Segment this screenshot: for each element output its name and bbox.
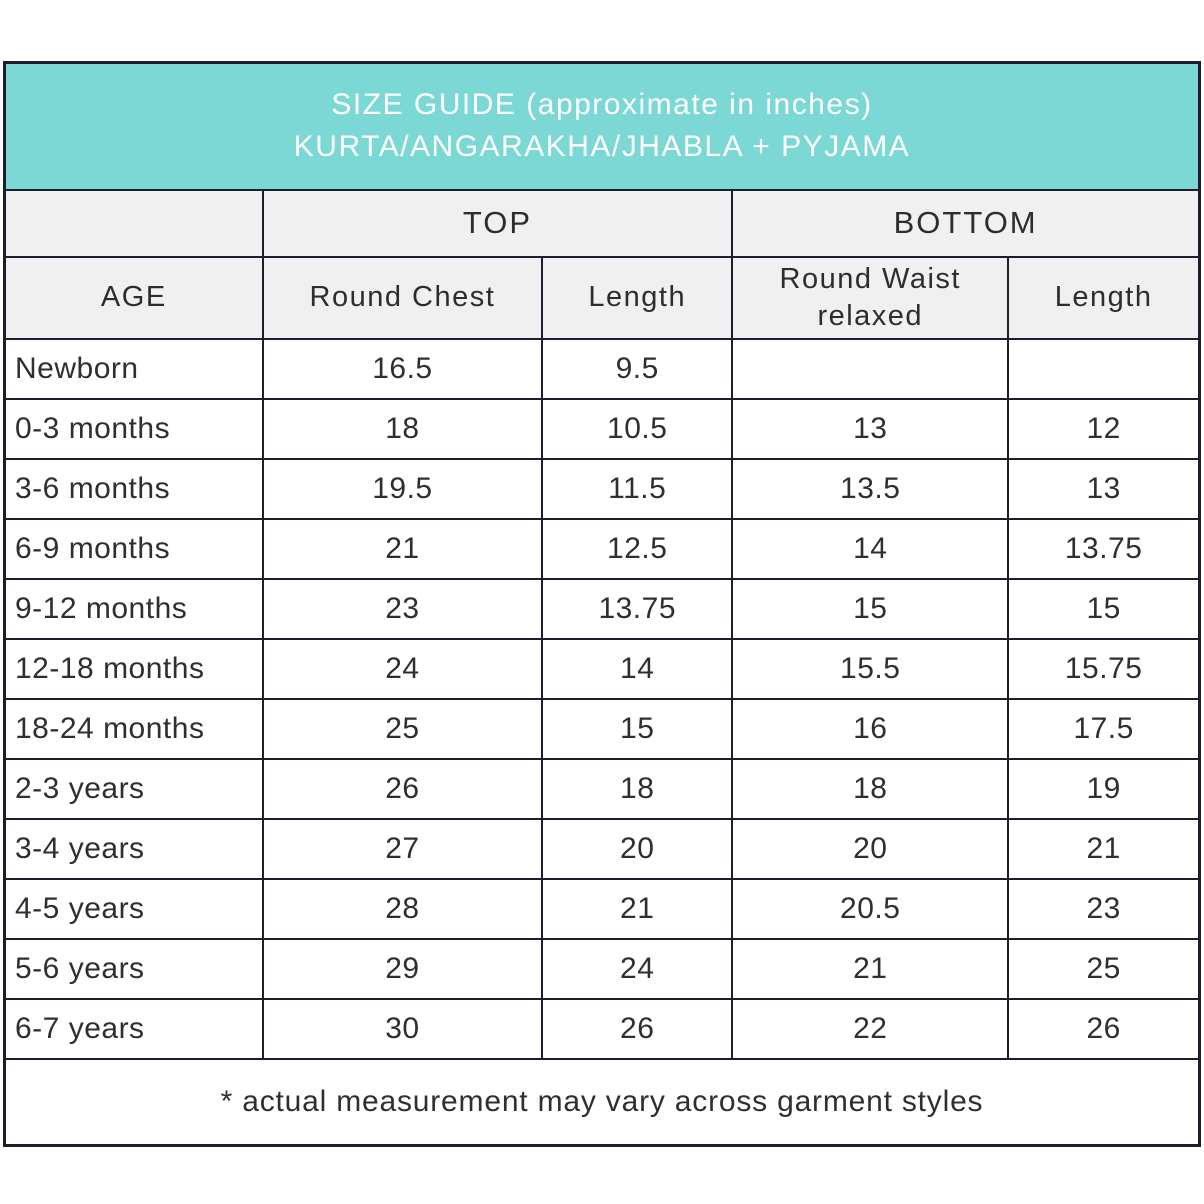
round-waist-cell: 20 (731, 817, 1010, 880)
top-length-cell: 18 (541, 757, 734, 820)
round-chest-cell: 24 (261, 637, 544, 700)
bottom-length-cell: 17.5 (1007, 697, 1201, 760)
table-row: 4-5 years 28 21 20.5 23 (3, 877, 1201, 940)
round-waist-cell: 13.5 (731, 457, 1010, 520)
bottom-length-cell: 26 (1007, 997, 1201, 1060)
table-row: 2-3 years 26 18 18 19 (3, 757, 1201, 820)
bottom-length-cell: 19 (1007, 757, 1201, 820)
column-header-top-length: Length (541, 255, 734, 340)
round-chest-cell: 30 (261, 997, 544, 1060)
round-chest-cell: 21 (261, 517, 544, 580)
size-guide-page: SIZE GUIDE (approximate in inches) KURTA… (3, 61, 1201, 1147)
round-chest-cell: 18 (261, 397, 544, 460)
footnote-row: * actual measurement may vary across gar… (3, 1057, 1201, 1147)
age-cell: 0-3 months (3, 397, 264, 460)
top-length-cell: 21 (541, 877, 734, 940)
column-header-round-waist: Round Waist relaxed (731, 255, 1010, 340)
table-row: Newborn 16.5 9.5 (3, 337, 1201, 400)
top-length-cell: 14 (541, 637, 734, 700)
age-cell: 9-12 months (3, 577, 264, 640)
table-row: 0-3 months 18 10.5 13 12 (3, 397, 1201, 460)
top-length-cell: 26 (541, 997, 734, 1060)
round-waist-cell: 15.5 (731, 637, 1010, 700)
round-waist-cell: 16 (731, 697, 1010, 760)
top-length-cell: 13.75 (541, 577, 734, 640)
round-waist-cell: 15 (731, 577, 1010, 640)
age-cell: 3-4 years (3, 817, 264, 880)
group-header-row: TOP BOTTOM (3, 188, 1201, 258)
column-header-bottom-length: Length (1007, 255, 1201, 340)
bottom-length-cell: 15.75 (1007, 637, 1201, 700)
round-waist-cell: 21 (731, 937, 1010, 1000)
age-cell: 6-9 months (3, 517, 264, 580)
group-header-bottom: BOTTOM (731, 188, 1201, 258)
top-length-cell: 9.5 (541, 337, 734, 400)
round-waist-cell: 14 (731, 517, 1010, 580)
table-row: 3-4 years 27 20 20 21 (3, 817, 1201, 880)
age-cell: 6-7 years (3, 997, 264, 1060)
round-chest-cell: 29 (261, 937, 544, 1000)
table-row: 9-12 months 23 13.75 15 15 (3, 577, 1201, 640)
round-waist-cell: 18 (731, 757, 1010, 820)
top-length-cell: 15 (541, 697, 734, 760)
round-chest-cell: 19.5 (261, 457, 544, 520)
round-waist-cell: 20.5 (731, 877, 1010, 940)
table-title: SIZE GUIDE (approximate in inches) KURTA… (3, 61, 1201, 191)
round-chest-cell: 27 (261, 817, 544, 880)
top-length-cell: 11.5 (541, 457, 734, 520)
title-line-2: KURTA/ANGARAKHA/JHABLA + PYJAMA (293, 130, 911, 164)
bottom-length-cell: 13 (1007, 457, 1201, 520)
top-length-cell: 24 (541, 937, 734, 1000)
table-row: 6-9 months 21 12.5 14 13.75 (3, 517, 1201, 580)
group-header-age-spacer (3, 188, 264, 258)
round-chest-cell: 25 (261, 697, 544, 760)
column-header-round-chest: Round Chest (261, 255, 544, 340)
title-row: SIZE GUIDE (approximate in inches) KURTA… (3, 61, 1201, 191)
top-length-cell: 10.5 (541, 397, 734, 460)
bottom-length-cell: 12 (1007, 397, 1201, 460)
top-length-cell: 20 (541, 817, 734, 880)
age-cell: 4-5 years (3, 877, 264, 940)
round-chest-cell: 28 (261, 877, 544, 940)
footnote: * actual measurement may vary across gar… (3, 1057, 1201, 1147)
round-waist-cell (731, 337, 1010, 400)
column-header-row: AGE Round Chest Length Round Waist relax… (3, 255, 1201, 340)
bottom-length-cell: 15 (1007, 577, 1201, 640)
column-header-age: AGE (3, 255, 264, 340)
round-waist-cell: 13 (731, 397, 1010, 460)
age-cell: 3-6 months (3, 457, 264, 520)
round-waist-label: Round Waist relaxed (779, 262, 961, 332)
bottom-length-cell: 23 (1007, 877, 1201, 940)
table-row: 5-6 years 29 24 21 25 (3, 937, 1201, 1000)
top-length-cell: 12.5 (541, 517, 734, 580)
age-cell: 18-24 months (3, 697, 264, 760)
group-header-top: TOP (261, 188, 734, 258)
bottom-length-cell: 25 (1007, 937, 1201, 1000)
round-chest-cell: 26 (261, 757, 544, 820)
age-cell: 12-18 months (3, 637, 264, 700)
table-row: 18-24 months 25 15 16 17.5 (3, 697, 1201, 760)
title-line-1: SIZE GUIDE (approximate in inches) (331, 88, 873, 122)
table-row: 12-18 months 24 14 15.5 15.75 (3, 637, 1201, 700)
age-cell: 2-3 years (3, 757, 264, 820)
table-row: 6-7 years 30 26 22 26 (3, 997, 1201, 1060)
age-cell: Newborn (3, 337, 264, 400)
round-chest-cell: 23 (261, 577, 544, 640)
round-waist-cell: 22 (731, 997, 1010, 1060)
size-guide-table: SIZE GUIDE (approximate in inches) KURTA… (3, 61, 1201, 1147)
bottom-length-cell: 13.75 (1007, 517, 1201, 580)
bottom-length-cell: 21 (1007, 817, 1201, 880)
round-chest-cell: 16.5 (261, 337, 544, 400)
bottom-length-cell (1007, 337, 1201, 400)
age-cell: 5-6 years (3, 937, 264, 1000)
table-row: 3-6 months 19.5 11.5 13.5 13 (3, 457, 1201, 520)
